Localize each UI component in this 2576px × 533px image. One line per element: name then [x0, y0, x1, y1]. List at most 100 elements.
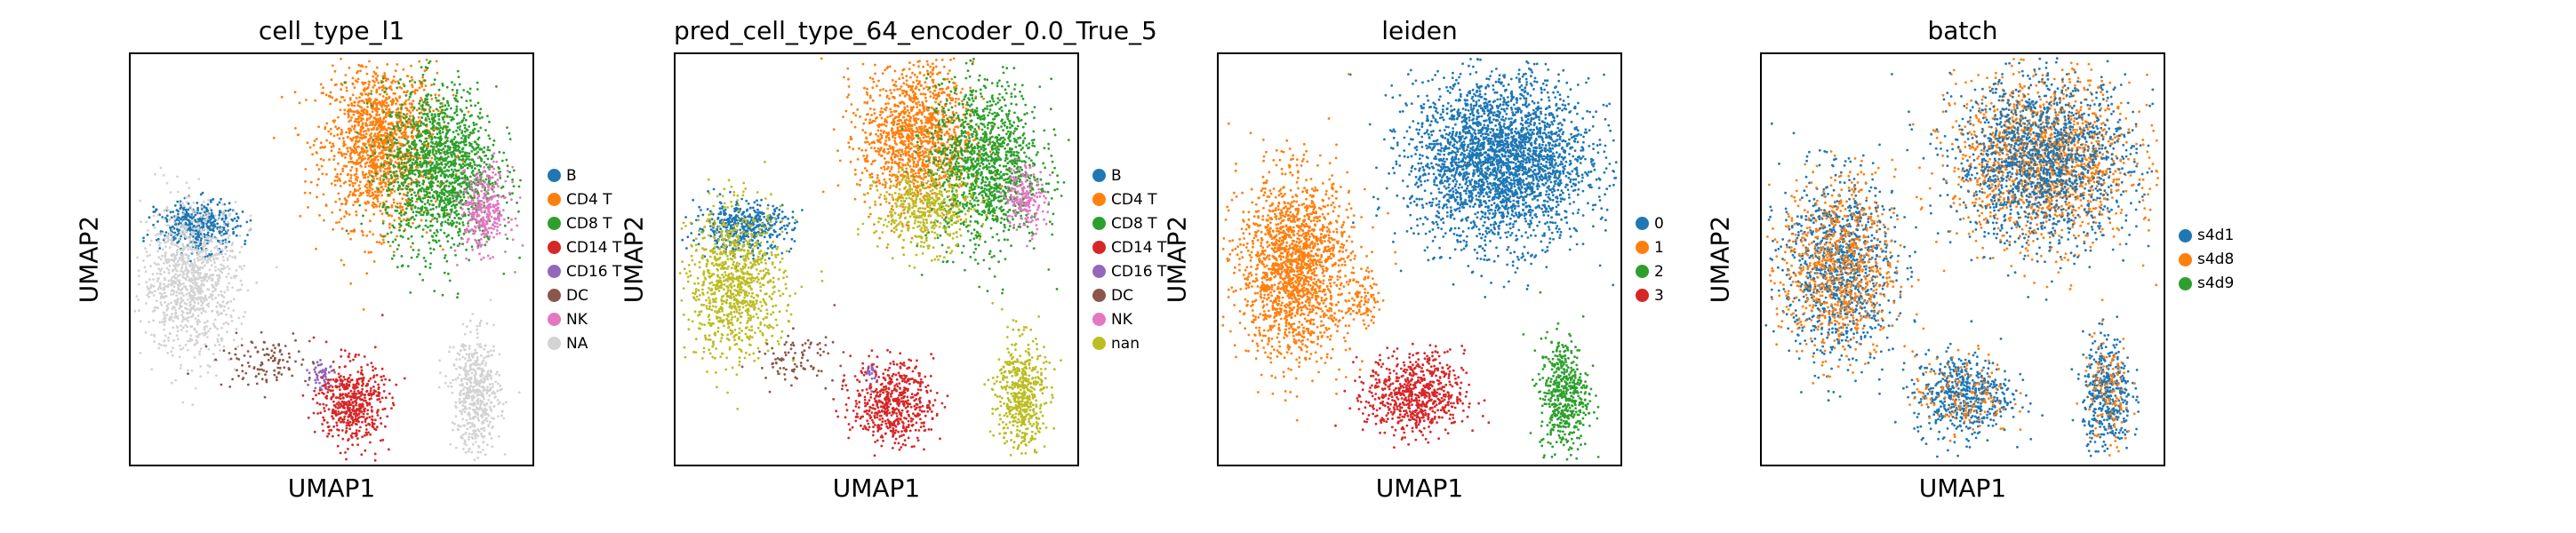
data-point	[332, 142, 334, 146]
data-point	[176, 251, 179, 254]
data-point	[371, 171, 373, 174]
data-point	[482, 202, 485, 204]
data-point	[440, 196, 443, 200]
data-point	[209, 259, 212, 262]
data-point	[435, 191, 438, 194]
data-point	[202, 249, 205, 251]
data-point	[443, 256, 446, 259]
data-point	[200, 208, 204, 211]
data-point	[163, 314, 166, 317]
data-point	[374, 140, 377, 144]
data-point	[396, 248, 399, 251]
data-point	[165, 304, 169, 307]
data-point	[485, 240, 489, 243]
cluster-cd8-t	[343, 60, 522, 299]
data-point	[460, 177, 464, 180]
data-point	[199, 211, 202, 215]
data-point	[428, 203, 431, 206]
data-point	[420, 165, 423, 169]
data-point	[410, 76, 413, 79]
data-point	[362, 308, 365, 311]
data-point	[153, 340, 156, 344]
data-point	[204, 277, 207, 281]
data-point	[246, 289, 250, 292]
data-point	[415, 156, 419, 160]
data-point	[205, 336, 209, 338]
data-point	[194, 210, 197, 213]
data-point	[454, 401, 458, 404]
data-point	[436, 180, 440, 183]
data-point	[199, 284, 203, 287]
data-point	[362, 83, 365, 86]
data-point	[157, 267, 161, 271]
data-point	[427, 172, 430, 175]
data-point	[349, 169, 352, 172]
data-point	[485, 220, 489, 224]
data-point	[317, 125, 320, 129]
data-point	[466, 91, 469, 93]
data-point	[402, 116, 405, 120]
data-point	[422, 211, 426, 214]
data-point	[333, 179, 337, 182]
data-point	[444, 381, 447, 385]
data-point	[485, 212, 489, 216]
data-point	[447, 175, 450, 179]
data-point	[453, 147, 457, 150]
data-point	[222, 210, 226, 213]
data-point	[412, 107, 416, 110]
data-point	[404, 94, 408, 97]
data-point	[226, 285, 229, 289]
data-point	[487, 216, 491, 219]
data-point	[192, 265, 195, 268]
data-point	[177, 212, 180, 216]
data-point	[488, 168, 492, 171]
data-point	[423, 206, 427, 210]
data-point	[356, 117, 360, 121]
data-point	[227, 209, 230, 212]
data-point	[215, 284, 218, 287]
data-point	[380, 181, 383, 184]
data-point	[421, 74, 425, 76]
data-point	[345, 86, 348, 90]
data-point	[492, 183, 495, 187]
data-point	[338, 177, 341, 180]
data-point	[484, 227, 487, 230]
data-point	[488, 394, 492, 397]
data-point	[180, 248, 182, 251]
data-point	[167, 282, 171, 286]
data-point	[425, 163, 428, 166]
data-point	[227, 306, 230, 310]
data-point	[193, 343, 196, 346]
data-point	[365, 272, 369, 275]
data-point	[199, 375, 202, 378]
data-point	[410, 193, 413, 196]
data-point	[480, 427, 484, 430]
data-point	[156, 250, 159, 253]
data-point	[361, 65, 364, 68]
data-point	[487, 208, 490, 211]
data-point	[447, 190, 451, 194]
data-point	[476, 146, 480, 148]
data-point	[391, 224, 395, 227]
data-point	[474, 147, 477, 151]
data-point	[365, 118, 369, 122]
data-point	[372, 86, 375, 89]
data-point	[447, 104, 451, 107]
data-point	[214, 237, 218, 240]
data-point	[476, 143, 480, 147]
data-point	[447, 272, 450, 275]
data-point	[349, 174, 353, 177]
data-point	[464, 451, 468, 454]
data-point	[191, 403, 195, 407]
data-point	[244, 311, 247, 314]
data-point	[378, 165, 380, 169]
data-point	[428, 106, 432, 108]
cluster-cd4-t	[272, 57, 470, 311]
data-point	[167, 259, 171, 261]
umap-panel-cell-type-l1: cell_type_l1 UMAP1 UMAP2 B CD4 T CD8 T CD14…	[0, 0, 622, 533]
data-point	[352, 110, 356, 114]
data-point	[390, 81, 394, 84]
data-point	[444, 136, 447, 139]
data-point	[188, 300, 192, 304]
data-point	[182, 282, 185, 285]
